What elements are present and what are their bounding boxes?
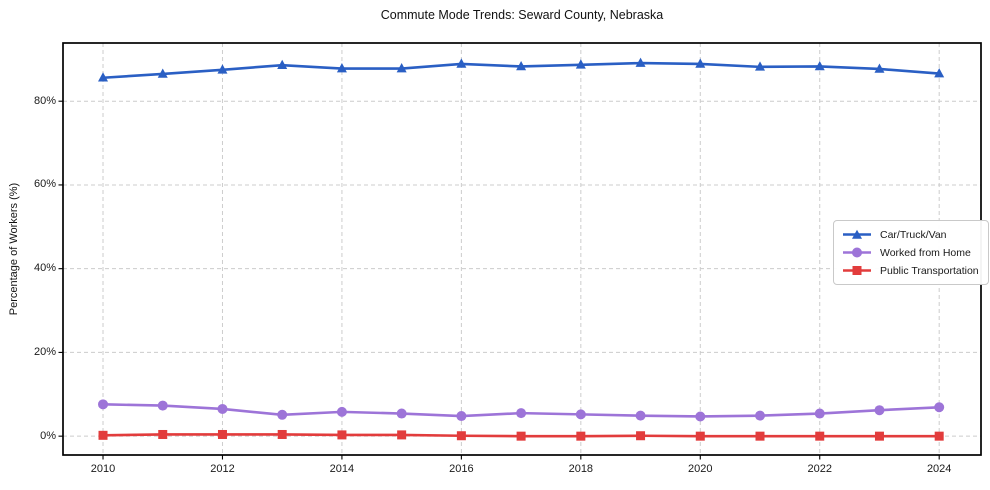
x-tick-label: 2014 bbox=[329, 463, 355, 475]
data-point-triangle bbox=[157, 68, 168, 78]
data-point-triangle bbox=[98, 72, 109, 82]
data-point-triangle bbox=[814, 60, 825, 71]
data-point-triangle bbox=[874, 63, 885, 73]
data-point-triangle bbox=[755, 61, 766, 71]
circle-marker bbox=[843, 247, 871, 258]
data-point-triangle bbox=[516, 60, 527, 71]
data-point-square bbox=[397, 430, 407, 440]
x-tick-label: 2024 bbox=[926, 463, 952, 475]
x-tick-label: 2020 bbox=[688, 463, 713, 475]
square-marker bbox=[843, 266, 871, 275]
data-point-square bbox=[158, 429, 168, 439]
data-point-triangle bbox=[277, 59, 288, 69]
chart-title: Commute Mode Trends: Seward County, Nebr… bbox=[380, 8, 664, 22]
data-point-triangle bbox=[635, 57, 646, 67]
data-point-circle bbox=[277, 409, 288, 420]
data-point-circle bbox=[336, 406, 347, 417]
x-tick-label: 2010 bbox=[90, 463, 116, 475]
data-point-square bbox=[934, 431, 944, 441]
data-point-triangle bbox=[934, 68, 945, 78]
x-tick-label: 2022 bbox=[807, 463, 832, 475]
y-tick-label: 80% bbox=[33, 94, 56, 107]
data-point-square bbox=[815, 431, 825, 441]
data-point-triangle bbox=[336, 63, 347, 73]
data-point-circle bbox=[217, 403, 228, 414]
y-tick-label: 0% bbox=[40, 429, 56, 442]
data-point-square bbox=[516, 431, 526, 441]
data-point-triangle bbox=[695, 58, 706, 68]
data-point-square bbox=[695, 431, 705, 441]
y-tick-label: 20% bbox=[33, 345, 56, 358]
data-point-circle bbox=[814, 408, 825, 419]
data-point-circle bbox=[635, 410, 646, 421]
data-point-triangle bbox=[217, 64, 228, 74]
data-point-circle bbox=[695, 411, 706, 422]
data-point-square bbox=[98, 430, 108, 440]
data-point-square bbox=[337, 430, 347, 440]
legend: Car/Truck/Van Worked from Home Public Tran… bbox=[833, 220, 989, 285]
data-point-square bbox=[576, 431, 586, 441]
y-tick-label: 40% bbox=[33, 262, 56, 275]
data-point-triangle bbox=[396, 63, 407, 73]
data-point-square bbox=[277, 429, 287, 439]
data-point-triangle bbox=[575, 59, 586, 69]
legend-label: Public Transportation bbox=[880, 264, 979, 277]
legend-item-car-truck-van: Car/Truck/Van bbox=[841, 226, 979, 243]
data-point-square bbox=[636, 431, 646, 441]
y-tick-label: 60% bbox=[33, 178, 56, 191]
x-tick-label: 2018 bbox=[568, 463, 594, 475]
data-point-circle bbox=[934, 402, 945, 413]
data-point-circle bbox=[874, 405, 885, 416]
data-point-triangle bbox=[456, 58, 467, 68]
legend-item-public-transportation: Public Transportation bbox=[841, 262, 979, 279]
data-point-circle bbox=[456, 411, 467, 422]
data-point-square bbox=[755, 431, 765, 441]
x-tick-label: 2016 bbox=[449, 463, 474, 475]
data-point-circle bbox=[396, 408, 407, 419]
data-point-square bbox=[874, 431, 884, 441]
data-point-circle bbox=[516, 408, 527, 419]
data-point-square bbox=[456, 431, 466, 441]
data-point-circle bbox=[157, 400, 168, 411]
data-point-circle bbox=[755, 410, 766, 421]
legend-label: Car/Truck/Van bbox=[880, 228, 947, 241]
data-point-circle bbox=[575, 409, 586, 420]
legend-label: Worked from Home bbox=[880, 246, 971, 259]
legend-item-worked-from-home: Worked from Home bbox=[841, 244, 979, 261]
data-point-circle bbox=[98, 399, 109, 410]
x-tick-label: 2012 bbox=[210, 463, 235, 475]
data-point-square bbox=[217, 429, 227, 439]
triangle-marker bbox=[843, 229, 871, 239]
